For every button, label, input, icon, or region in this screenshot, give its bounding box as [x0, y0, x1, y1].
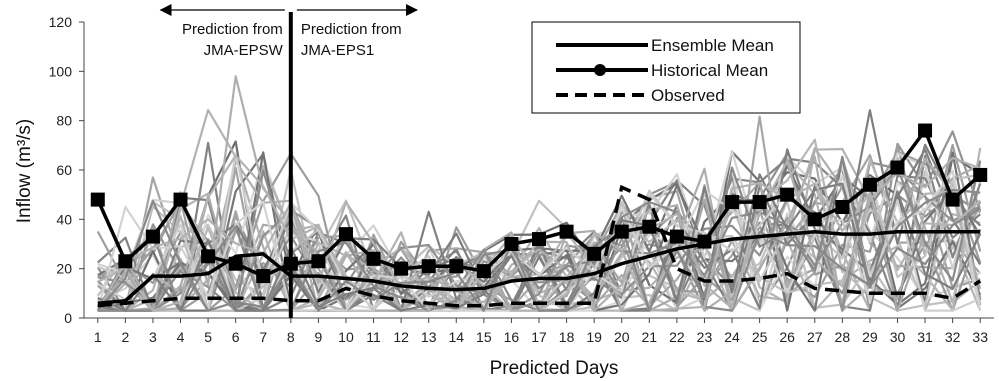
legend-label-historical-mean: Historical Mean	[651, 61, 768, 80]
x-tick-label: 6	[232, 329, 240, 345]
historical-mean-point	[118, 254, 133, 269]
historical-mean-point	[890, 160, 905, 175]
x-tick-label: 13	[421, 329, 437, 345]
y-tick-label: 100	[49, 63, 73, 79]
x-tick-label: 3	[149, 329, 157, 345]
ensemble-mean-line	[97, 229, 981, 305]
historical-mean-point	[311, 254, 326, 269]
x-tick-label: 28	[835, 329, 851, 345]
historical-mean-point	[504, 237, 519, 251]
y-tick-label: 20	[56, 261, 72, 277]
x-tick-label: 14	[448, 329, 464, 345]
historical-mean-point	[366, 251, 381, 266]
ensemble-member-line	[96, 147, 982, 312]
observed-line	[97, 184, 982, 308]
historical-mean-point	[90, 192, 105, 207]
annotation-text: JMA-EPSW	[204, 42, 284, 59]
historical-mean-point	[449, 259, 464, 274]
historical-mean-point	[394, 261, 409, 276]
historical-mean-point	[642, 219, 657, 234]
x-tick-label: 19	[586, 329, 602, 345]
historical-mean-point	[587, 246, 602, 261]
x-tick-label: 16	[504, 329, 520, 345]
historical-mean-point	[697, 234, 712, 249]
historical-mean-point	[669, 229, 684, 244]
x-tick-label: 29	[862, 329, 878, 345]
y-tick-label: 120	[49, 14, 73, 30]
legend-label-observed: Observed	[651, 86, 725, 105]
x-tick-label: 17	[531, 329, 547, 345]
x-tick-label: 30	[890, 329, 906, 345]
y-tick-label: 80	[56, 113, 72, 129]
x-tick-label: 8	[287, 329, 295, 345]
x-tick-label: 24	[724, 329, 740, 345]
ensemble-member-line	[96, 156, 981, 312]
historical-mean-point	[807, 212, 822, 227]
x-tick-label: 31	[917, 329, 933, 345]
x-tick-label: 20	[614, 329, 630, 345]
x-tick-label: 7	[259, 329, 267, 345]
x-tick-label: 21	[642, 329, 658, 345]
legend: Ensemble Mean Historical Mean Observed	[531, 21, 801, 114]
x-tick-label: 15	[476, 329, 492, 345]
annotation-text: Prediction from	[182, 21, 283, 38]
main-series	[90, 123, 988, 308]
historical-mean-point	[862, 177, 877, 192]
x-tick-label: 26	[779, 329, 795, 345]
historical-mean-point	[945, 192, 960, 207]
historical-mean-point	[201, 249, 216, 264]
historical-mean-point	[614, 224, 629, 239]
historical-mean-point	[725, 195, 740, 210]
x-tick-label: 33	[972, 329, 988, 345]
x-tick-label: 10	[338, 329, 354, 345]
historical-mean-point	[228, 256, 243, 271]
x-axis-title: Predicted Days	[490, 358, 619, 379]
legend-box	[531, 21, 801, 114]
historical-mean-point	[752, 195, 767, 210]
x-tick-label: 9	[314, 329, 322, 345]
historical-mean-point	[256, 269, 271, 284]
ensemble-member-line	[97, 152, 981, 312]
ensemble-members	[96, 75, 982, 312]
legend-marker-historical-mean	[594, 64, 606, 76]
x-tick-label: 2	[121, 329, 129, 345]
x-tick-label: 4	[177, 329, 185, 345]
y-tick-label: 60	[56, 162, 72, 178]
x-tick-label: 25	[752, 329, 768, 345]
y-axis-title: Inflow (m³/s)	[14, 119, 35, 224]
x-tick-label: 23	[697, 329, 713, 345]
x-tick-label: 27	[807, 329, 823, 345]
x-tick-label: 11	[366, 329, 381, 345]
historical-mean-point	[780, 187, 795, 202]
x-tick-label: 32	[945, 329, 961, 345]
x-tick-label: 12	[393, 329, 409, 345]
annotation-text: Prediction from	[301, 21, 402, 38]
historical-mean-point	[973, 167, 988, 182]
x-tick-label: 5	[204, 329, 212, 345]
legend-label-ensemble-mean: Ensemble Mean	[651, 36, 774, 55]
historical-mean-point	[173, 192, 188, 207]
ensemble-member-line	[96, 151, 982, 312]
x-tick-label: 18	[559, 329, 575, 345]
historical-mean-point	[559, 224, 574, 239]
historical-mean-point	[918, 123, 933, 138]
historical-mean-point	[145, 229, 160, 244]
x-tick-label: 1	[94, 329, 102, 345]
historical-mean-point	[835, 200, 850, 214]
historical-mean-point	[421, 259, 436, 274]
annotations: Prediction from JMA-EPSW Prediction from JM…	[159, 4, 419, 318]
historical-mean-point	[338, 227, 353, 242]
historical-mean-point	[532, 232, 546, 247]
y-tick-label: 0	[64, 310, 72, 326]
annotation-text: JMA-EPS1	[301, 42, 374, 59]
historical-mean-point	[476, 264, 491, 279]
x-tick-label: 22	[669, 329, 685, 345]
y-tick-label: 40	[56, 211, 72, 227]
